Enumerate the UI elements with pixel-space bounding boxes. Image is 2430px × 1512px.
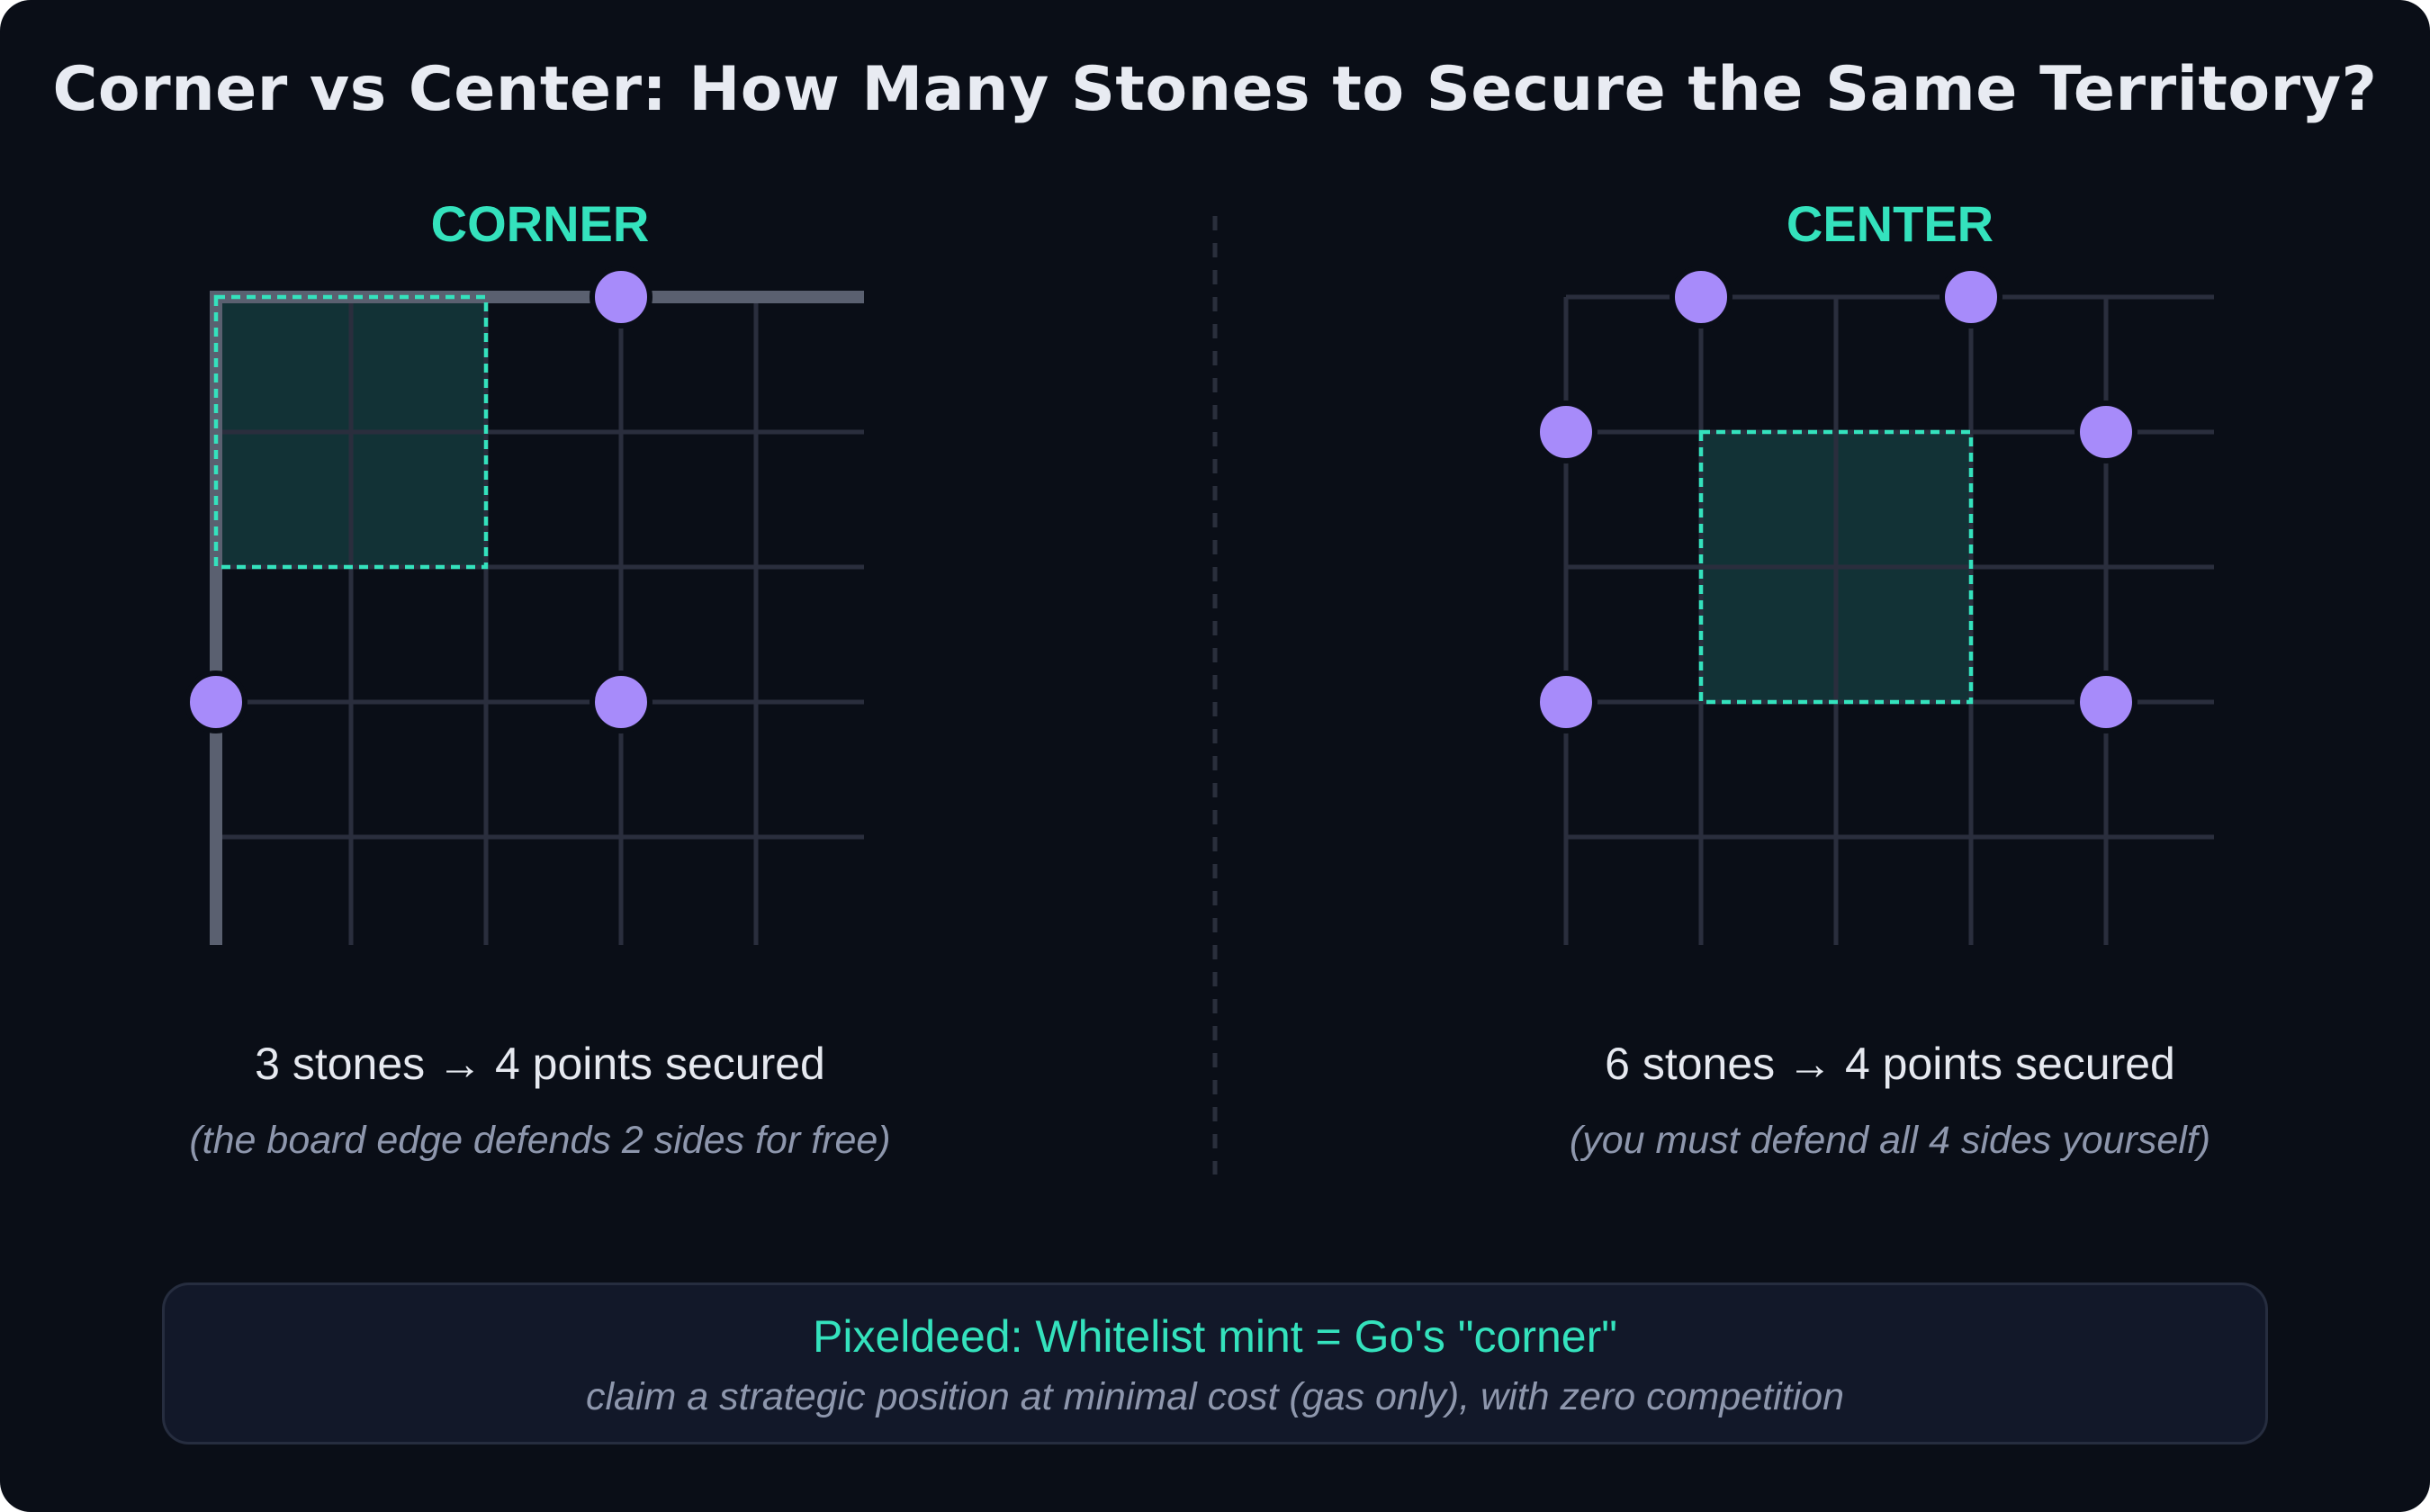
- stone: [1534, 670, 1598, 734]
- stone: [1534, 400, 1598, 464]
- territory-outline: [213, 294, 489, 570]
- territory-outline: [1698, 429, 1974, 705]
- stone: [590, 266, 652, 328]
- stone: [2074, 670, 2138, 734]
- callout-title: Pixeldeed: Whitelist mint = Go's "corner…: [813, 1311, 1617, 1362]
- stone: [590, 670, 652, 734]
- corner-board: [184, 266, 864, 945]
- stone: [184, 670, 248, 734]
- center-board: [1534, 266, 2214, 945]
- corner-note: (the board edge defends 2 sides for free…: [189, 1119, 891, 1162]
- center-label: CENTER: [1786, 195, 1994, 252]
- stone: [2074, 400, 2138, 464]
- pixeldeed-callout: Pixeldeed: Whitelist mint = Go's "corner…: [162, 1282, 2268, 1444]
- center-note: (you must defend all 4 sides yourself): [1569, 1119, 2211, 1162]
- corner-stones-caption: 3 stones → 4 points secured: [255, 1039, 825, 1089]
- stone: [1940, 266, 2002, 328]
- center-stones-caption: 6 stones → 4 points secured: [1605, 1039, 2175, 1089]
- corner-label: CORNER: [431, 195, 650, 252]
- callout-subtitle: claim a strategic position at minimal co…: [585, 1375, 1845, 1418]
- page-title: Corner vs Center: How Many Stones to Sec…: [52, 54, 2378, 125]
- stone: [1670, 266, 1732, 328]
